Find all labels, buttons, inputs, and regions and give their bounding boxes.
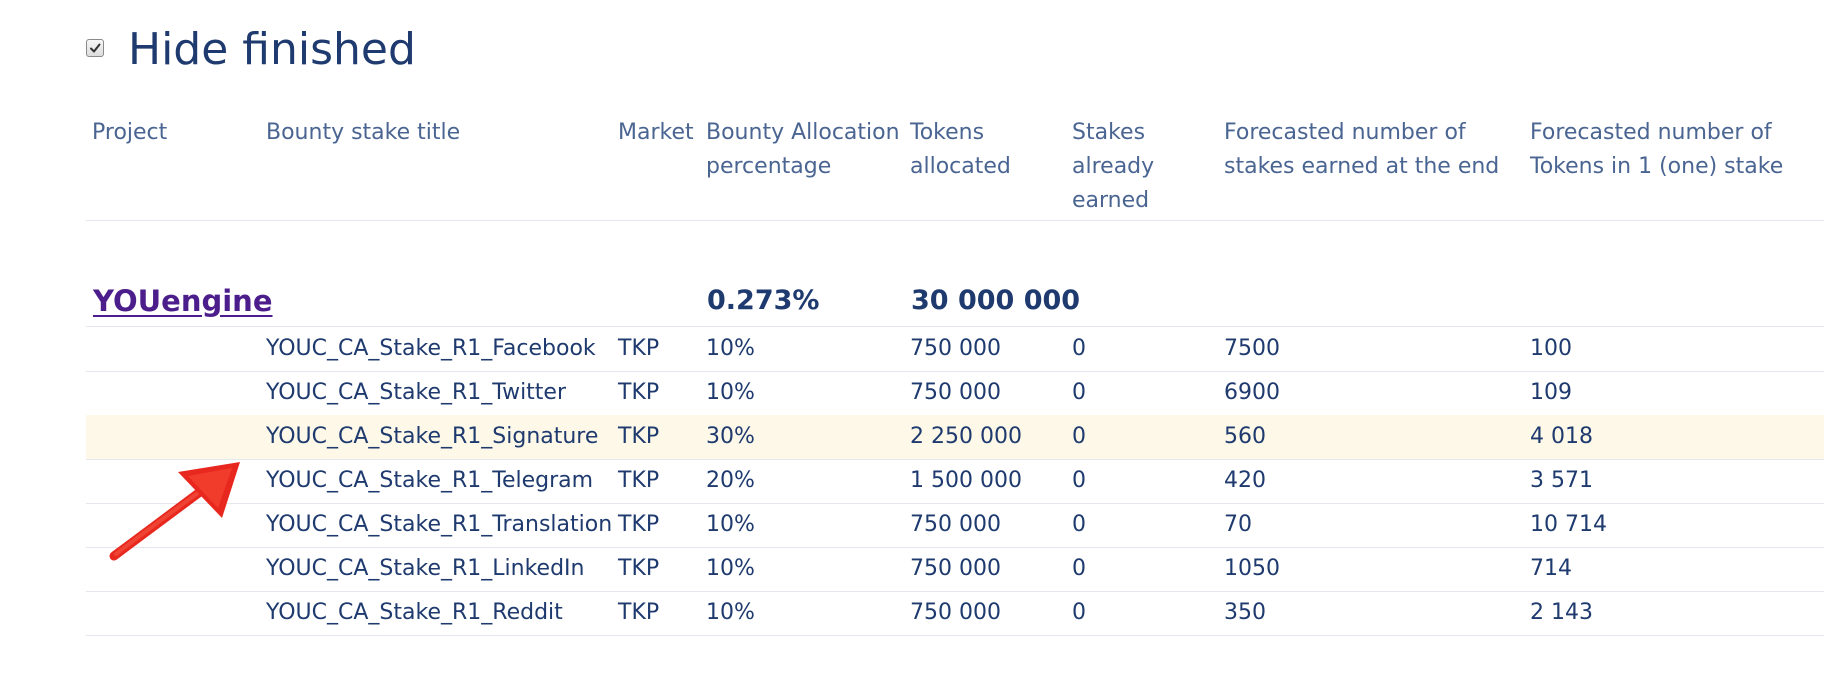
filter-bar: Hide finished [86, 22, 416, 78]
row-divider [86, 503, 1824, 504]
stake-title: YOUC_CA_Stake_R1_Reddit [266, 600, 563, 625]
column-header-stakes-earned: Stakes already earned [1072, 120, 1155, 213]
project-link[interactable]: YOUengine [93, 284, 273, 318]
table-row[interactable]: YOUC_CA_Stake_R1_Translation TKP 10% 750… [86, 503, 1824, 548]
hide-finished-checkbox[interactable] [86, 39, 104, 57]
forecast-stakes: 70 [1224, 512, 1252, 537]
forecast-tokens: 109 [1530, 380, 1572, 405]
stakes-earned: 0 [1072, 380, 1086, 405]
row-divider [86, 547, 1824, 548]
stakes-earned: 0 [1072, 424, 1086, 449]
header-divider [86, 220, 1824, 221]
forecast-tokens: 4 018 [1530, 424, 1593, 449]
forecast-tokens: 714 [1530, 556, 1572, 581]
tokens-allocated: 2 250 000 [910, 424, 1022, 449]
market: TKP [618, 512, 660, 537]
tokens-allocated: 750 000 [910, 336, 1001, 361]
allocation-pct: 10% [706, 380, 755, 405]
tokens-allocated: 750 000 [910, 380, 1001, 405]
forecast-stakes: 1050 [1224, 556, 1280, 581]
column-header-allocation: Bounty Allocation percentage [706, 120, 900, 179]
red-arrow-annotation-icon [109, 462, 240, 561]
allocation-pct: 10% [706, 512, 755, 537]
table-row-highlighted[interactable]: YOUC_CA_Stake_R1_Signature TKP 30% 2 250… [86, 415, 1824, 460]
table-row[interactable]: YOUC_CA_Stake_R1_Facebook TKP 10% 750 00… [86, 327, 1824, 372]
market: TKP [618, 424, 660, 449]
table-row[interactable]: YOUC_CA_Stake_R1_Telegram TKP 20% 1 500 … [86, 459, 1824, 504]
forecast-tokens: 10 714 [1530, 512, 1607, 537]
group-tokens: 30 000 000 [911, 285, 1081, 316]
stakes-earned: 0 [1072, 512, 1086, 537]
tokens-allocated: 750 000 [910, 512, 1001, 537]
column-header-forecast-tokens: Forecasted number of Tokens in 1 (one) s… [1530, 120, 1784, 179]
market: TKP [618, 556, 660, 581]
stake-title: YOUC_CA_Stake_R1_Telegram [266, 468, 594, 493]
column-header-market: Market [618, 120, 694, 145]
row-divider [86, 371, 1824, 372]
table-row[interactable]: YOUC_CA_Stake_R1_LinkedIn TKP 10% 750 00… [86, 547, 1824, 592]
allocation-pct: 20% [706, 468, 755, 493]
hide-finished-label[interactable]: Hide finished [128, 24, 416, 75]
column-header-forecast-stakes: Forecasted number of stakes earned at th… [1224, 120, 1500, 179]
group-divider [86, 326, 1824, 327]
forecast-tokens: 3 571 [1530, 468, 1593, 493]
group-allocation: 0.273% [707, 285, 820, 316]
stake-title: YOUC_CA_Stake_R1_Twitter [266, 380, 567, 405]
allocation-pct: 10% [706, 556, 755, 581]
project-group-row: YOUengine 0.273% 30 000 000 [86, 276, 1824, 326]
forecast-stakes: 6900 [1224, 380, 1280, 405]
row-divider [86, 635, 1824, 636]
stakes-earned: 0 [1072, 468, 1086, 493]
row-divider [86, 459, 1824, 460]
market: TKP [618, 600, 660, 625]
forecast-tokens: 2 143 [1530, 600, 1593, 625]
tokens-allocated: 750 000 [910, 600, 1001, 625]
forecast-stakes: 350 [1224, 600, 1266, 625]
column-header-title: Bounty stake title [266, 120, 461, 145]
forecast-stakes: 420 [1224, 468, 1266, 493]
tokens-allocated: 1 500 000 [910, 468, 1022, 493]
forecast-stakes: 7500 [1224, 336, 1280, 361]
stakes-earned: 0 [1072, 336, 1086, 361]
column-header-project: Project [92, 120, 168, 145]
forecast-tokens: 100 [1530, 336, 1572, 361]
forecast-stakes: 560 [1224, 424, 1266, 449]
column-header-tokens: Tokens allocated [910, 120, 1011, 179]
stakes-earned: 0 [1072, 556, 1086, 581]
stakes-earned: 0 [1072, 600, 1086, 625]
market: TKP [618, 336, 660, 361]
project-cell: YOUengine [93, 276, 273, 328]
allocation-pct: 30% [706, 424, 755, 449]
allocation-pct: 10% [706, 600, 755, 625]
market: TKP [618, 468, 660, 493]
checkmark-icon [90, 43, 101, 53]
stake-title: YOUC_CA_Stake_R1_Facebook [266, 336, 596, 361]
stake-title: YOUC_CA_Stake_R1_LinkedIn [266, 556, 585, 581]
tokens-allocated: 750 000 [910, 556, 1001, 581]
stake-title: YOUC_CA_Stake_R1_Signature [266, 424, 599, 449]
row-divider [86, 591, 1824, 592]
market: TKP [618, 380, 660, 405]
table-row[interactable]: YOUC_CA_Stake_R1_Twitter TKP 10% 750 000… [86, 371, 1824, 416]
allocation-pct: 10% [706, 336, 755, 361]
stake-title: YOUC_CA_Stake_R1_Translation [266, 512, 613, 537]
table-row[interactable]: YOUC_CA_Stake_R1_Reddit TKP 10% 750 000 … [86, 591, 1824, 636]
